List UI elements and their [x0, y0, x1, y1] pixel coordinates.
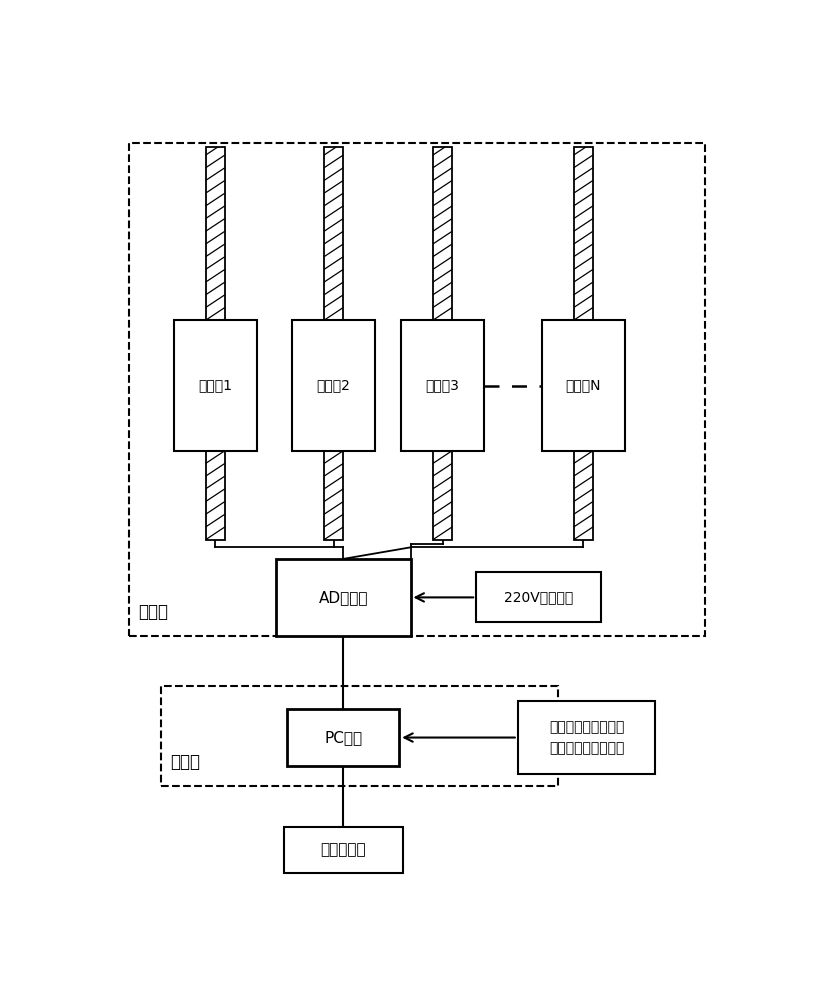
Text: 驾驶室: 驾驶室 — [170, 753, 201, 771]
Bar — [206, 451, 225, 540]
Bar — [173, 320, 257, 451]
Text: 传感器2: 传感器2 — [316, 379, 351, 393]
Bar — [324, 147, 344, 320]
Bar — [518, 701, 655, 774]
Bar — [129, 143, 705, 636]
Bar — [433, 451, 452, 540]
Text: 小车顶: 小车顶 — [139, 602, 169, 620]
Bar — [206, 147, 225, 320]
Text: AD处理器: AD处理器 — [319, 590, 368, 605]
Bar — [401, 320, 484, 451]
Bar — [284, 827, 402, 873]
Bar — [574, 451, 593, 540]
Bar — [542, 320, 625, 451]
Bar — [161, 686, 558, 786]
Bar — [574, 147, 593, 320]
Bar — [292, 320, 375, 451]
Text: 在线检测、实时报警
信息共享、处理软件: 在线检测、实时报警 信息共享、处理软件 — [548, 720, 624, 755]
Text: 传感器1: 传感器1 — [198, 379, 232, 393]
Text: 传感器N: 传感器N — [566, 379, 601, 393]
Text: 港口集控室: 港口集控室 — [320, 842, 366, 857]
Bar — [287, 709, 399, 766]
Text: 传感器3: 传感器3 — [425, 379, 459, 393]
Text: 220V交流电源: 220V交流电源 — [504, 590, 573, 604]
Bar — [276, 559, 411, 636]
Bar — [324, 451, 344, 540]
Bar — [476, 572, 601, 622]
Text: PC电脑: PC电脑 — [325, 730, 363, 745]
Bar — [433, 147, 452, 320]
